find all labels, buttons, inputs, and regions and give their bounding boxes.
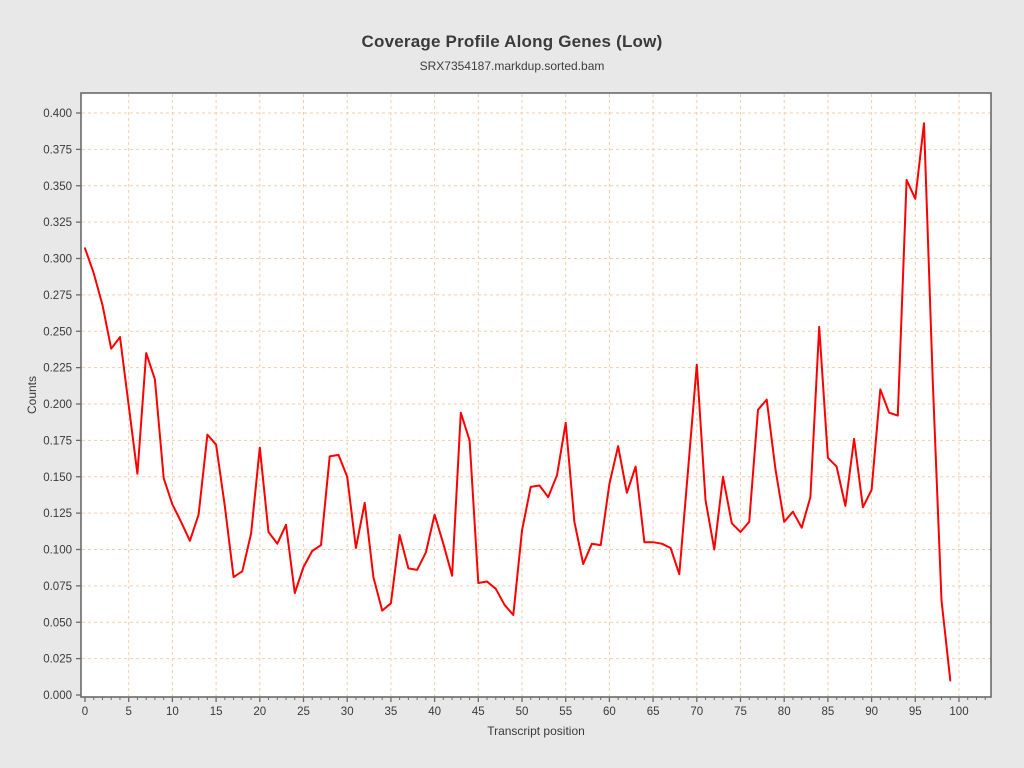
y-tick-label: 0.075 xyxy=(43,581,72,593)
plot-area xyxy=(81,93,991,697)
x-tick-label: 50 xyxy=(516,706,529,718)
y-tick-label: 0.175 xyxy=(43,435,72,447)
y-tick-label: 0.275 xyxy=(43,290,72,302)
y-tick-label: 0.050 xyxy=(43,617,72,629)
x-tick-label: 35 xyxy=(385,706,398,718)
y-tick-label: 0.025 xyxy=(43,654,72,666)
y-tick-label: 0.350 xyxy=(43,181,72,193)
x-tick-label: 20 xyxy=(253,706,266,718)
x-tick-label: 5 xyxy=(125,706,131,718)
x-tick-label: 65 xyxy=(647,706,660,718)
coverage-line xyxy=(84,122,952,682)
x-tick-label: 70 xyxy=(690,706,703,718)
y-tick-label: 0.250 xyxy=(43,326,72,338)
y-tick-label: 0.375 xyxy=(43,144,72,156)
y-tick-label: 0.200 xyxy=(43,399,72,411)
x-tick-label: 10 xyxy=(166,706,179,718)
x-tick-label: 75 xyxy=(734,706,747,718)
x-axis-title: Transcript position xyxy=(487,724,585,738)
plot-border xyxy=(80,92,992,698)
x-tick-label: 40 xyxy=(428,706,441,718)
y-tick-label: 0.100 xyxy=(43,545,72,557)
chart-title: Coverage Profile Along Genes (Low) xyxy=(361,32,663,51)
y-tick-label: 0.125 xyxy=(43,508,72,520)
y-tick-label: 0.400 xyxy=(43,108,72,120)
x-tick-label: 90 xyxy=(865,706,878,718)
x-tick-label: 15 xyxy=(210,706,223,718)
x-tick-label: 25 xyxy=(297,706,310,718)
y-tick-label: 0.225 xyxy=(43,363,72,375)
y-tick-label: 0.325 xyxy=(43,217,72,229)
x-tick-label: 100 xyxy=(949,706,968,718)
y-tick-label: 0.000 xyxy=(43,690,72,702)
x-tick-label: 0 xyxy=(82,706,88,718)
x-tick-label: 55 xyxy=(559,706,572,718)
y-axis-title: Counts xyxy=(25,376,39,414)
x-tick-label: 80 xyxy=(778,706,791,718)
x-tick-label: 30 xyxy=(341,706,354,718)
chart-subtitle: SRX7354187.markdup.sorted.bam xyxy=(419,59,605,73)
x-tick-label: 95 xyxy=(909,706,922,718)
x-tick-label: 85 xyxy=(822,706,835,718)
x-tick-label: 60 xyxy=(603,706,616,718)
y-tick-label: 0.150 xyxy=(43,472,72,484)
x-tick-label: 45 xyxy=(472,706,485,718)
y-tick-label: 0.300 xyxy=(43,254,72,266)
